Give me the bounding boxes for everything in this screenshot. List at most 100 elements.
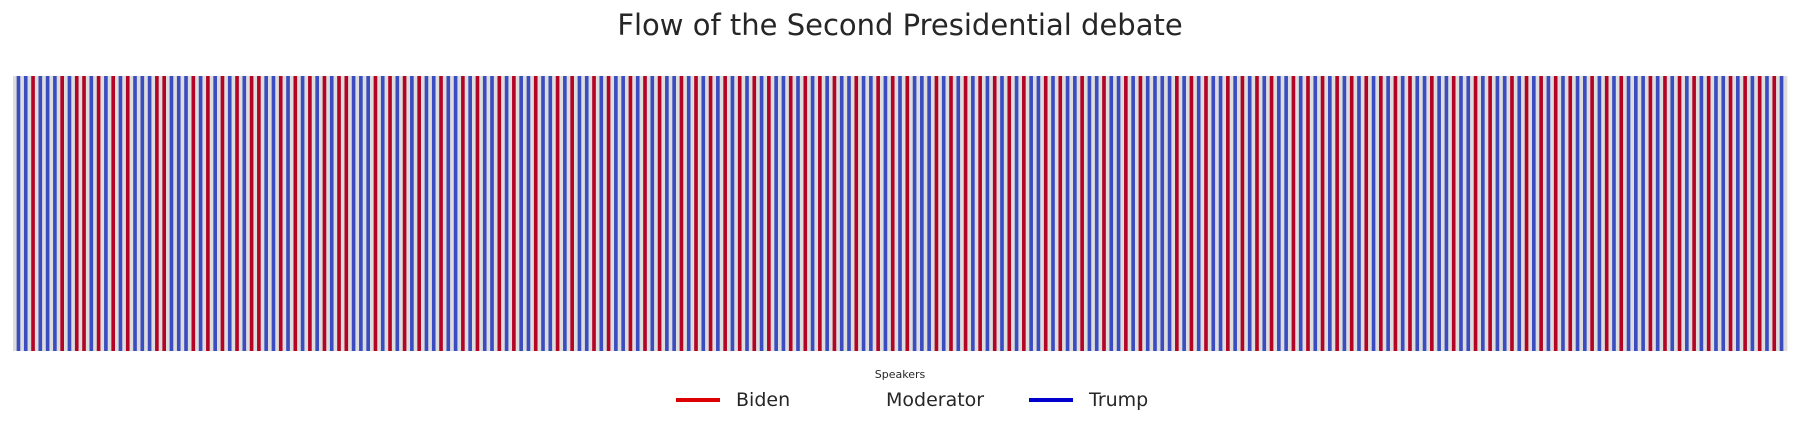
segment-moderator (49, 76, 54, 351)
segment-moderator (1091, 76, 1096, 351)
segment-moderator (763, 76, 768, 351)
segment-moderator (304, 76, 309, 351)
segment-biden (737, 76, 742, 351)
segment-trump (1182, 76, 1187, 351)
segment-trump (810, 76, 815, 351)
segment-trump (519, 76, 524, 351)
segment-moderator (399, 76, 404, 351)
segment-moderator (807, 76, 812, 351)
segment-trump (861, 76, 866, 351)
segment-moderator (952, 76, 957, 351)
segment-moderator (887, 76, 892, 351)
segment-moderator (530, 76, 535, 351)
segment-moderator (71, 76, 76, 351)
segment-biden (657, 76, 662, 351)
segment-moderator (1346, 76, 1351, 351)
segment-trump (118, 76, 123, 351)
segment-trump (1714, 76, 1719, 351)
segment-trump (1218, 76, 1223, 351)
segment-trump (1036, 76, 1041, 351)
segment-moderator (231, 76, 236, 351)
segment-trump (927, 76, 932, 351)
segment-trump (1196, 76, 1201, 351)
segment-trump (1247, 76, 1252, 351)
segment-biden (606, 76, 611, 351)
segment-moderator (1426, 76, 1431, 351)
segment-moderator (1069, 76, 1074, 351)
segment-moderator (1666, 76, 1671, 351)
segment-moderator (1375, 76, 1380, 351)
segment-moderator (13, 76, 17, 351)
segment-moderator (260, 76, 265, 351)
segment-biden (1306, 76, 1311, 351)
segment-biden (1124, 76, 1129, 351)
segment-moderator (1368, 76, 1373, 351)
segment-moderator (1404, 76, 1409, 351)
segment-trump (1612, 76, 1617, 351)
segment-moderator (1222, 76, 1227, 351)
segment-trump (1444, 76, 1449, 351)
segment-trump (1014, 76, 1019, 351)
segment-moderator (872, 76, 877, 351)
segment-trump (1597, 76, 1602, 351)
segment-trump (1145, 76, 1150, 351)
segment-trump (198, 76, 203, 351)
segment-moderator (610, 76, 615, 351)
segment-moderator (326, 76, 331, 351)
segment-moderator (603, 76, 608, 351)
segment-moderator (1717, 76, 1722, 351)
segment-trump (621, 76, 626, 351)
segment-trump (23, 76, 28, 351)
segment-moderator (792, 76, 797, 351)
segment-moderator (522, 76, 527, 351)
segment-moderator (537, 76, 542, 351)
segment-trump (745, 76, 750, 351)
segment-biden (475, 76, 480, 351)
segment-trump (1561, 76, 1566, 351)
segment-moderator (1550, 76, 1555, 351)
segment-biden (963, 76, 968, 351)
segment-biden (512, 76, 517, 351)
segment-moderator (945, 76, 950, 351)
segment-moderator (1317, 76, 1322, 351)
segment-trump (1211, 76, 1216, 351)
segment-moderator (1171, 76, 1176, 351)
segment-biden (74, 76, 79, 351)
segment-biden (402, 76, 407, 351)
segment-moderator (646, 76, 651, 351)
segment-moderator (107, 76, 112, 351)
segment-trump (563, 76, 568, 351)
legend-label-biden: Biden (736, 389, 791, 411)
segment-moderator (654, 76, 659, 351)
segment-moderator (180, 76, 185, 351)
segment-biden (628, 76, 633, 351)
segment-moderator (34, 76, 39, 351)
segment-trump (133, 76, 138, 351)
segment-moderator (1521, 76, 1526, 351)
segment-moderator (1462, 76, 1467, 351)
segment-trump (431, 76, 436, 351)
segment-biden (373, 76, 378, 351)
segment-moderator (224, 76, 229, 351)
segment-biden (694, 76, 699, 351)
segment-moderator (1477, 76, 1482, 351)
segment-trump (38, 76, 43, 351)
segment-biden (876, 76, 881, 351)
segment-moderator (1331, 76, 1336, 351)
segment-trump (271, 76, 276, 351)
segment-biden (162, 76, 167, 351)
segment-moderator (246, 76, 251, 351)
segment-moderator (333, 76, 338, 351)
segment-moderator (1557, 76, 1562, 351)
segment-moderator (1586, 76, 1591, 351)
segment-moderator (311, 76, 316, 351)
segment-trump (1699, 76, 1704, 351)
segment-moderator (85, 76, 90, 351)
segment-moderator (828, 76, 833, 351)
segment-moderator (1433, 76, 1438, 351)
segment-trump (1328, 76, 1333, 351)
segment-moderator (1338, 76, 1343, 351)
segment-moderator (996, 76, 1001, 351)
segment-trump (176, 76, 181, 351)
